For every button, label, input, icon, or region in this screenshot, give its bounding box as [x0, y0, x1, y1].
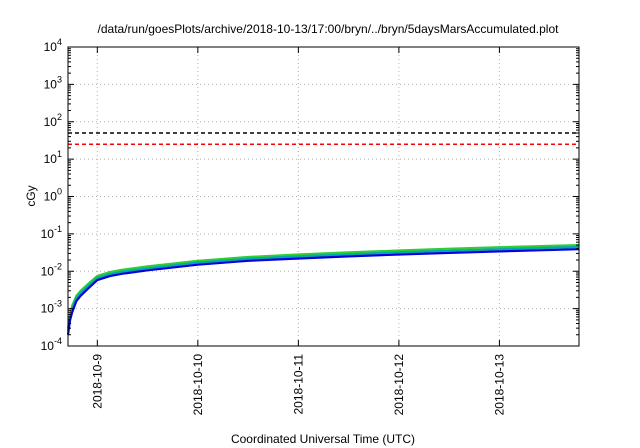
- grid: [68, 47, 579, 346]
- y-tick-label: 10-1: [41, 224, 62, 241]
- series-lines: [66, 244, 580, 335]
- y-tick-label: 101: [44, 149, 62, 166]
- x-tick-label: 2018-10-9: [90, 354, 104, 409]
- x-tick-label: 2018-10-10: [191, 354, 205, 416]
- y-tick-label: 102: [44, 112, 62, 129]
- series-line-3: [66, 248, 580, 335]
- y-tick-label: 10-4: [41, 336, 62, 353]
- y-tick-label: 104: [44, 37, 62, 54]
- y-tick-label: 10-3: [41, 299, 62, 316]
- x-tick-label: 2018-10-11: [291, 354, 305, 415]
- x-tick-label: 2018-10-12: [392, 354, 406, 416]
- chart-title: /data/run/goesPlots/archive/2018-10-13/1…: [98, 22, 560, 36]
- y-tick-label: 10-2: [41, 261, 62, 278]
- x-axis-label: Coordinated Universal Time (UTC): [231, 432, 415, 446]
- y-axis-label: cGy: [24, 185, 38, 206]
- series-line-2: [66, 245, 580, 332]
- y-tick-label: 100: [44, 187, 62, 204]
- x-tick-label: 2018-10-13: [492, 354, 506, 416]
- y-ticks: 10-4 10-3 10-2 10-1 100 101 102 103 104: [41, 37, 579, 353]
- x-ticks: 2018-10-9 2018-10-10 2018-10-11 2018-10-12 2…: [90, 47, 506, 415]
- reference-lines: [68, 132, 579, 146]
- y-tick-label: 103: [44, 74, 62, 91]
